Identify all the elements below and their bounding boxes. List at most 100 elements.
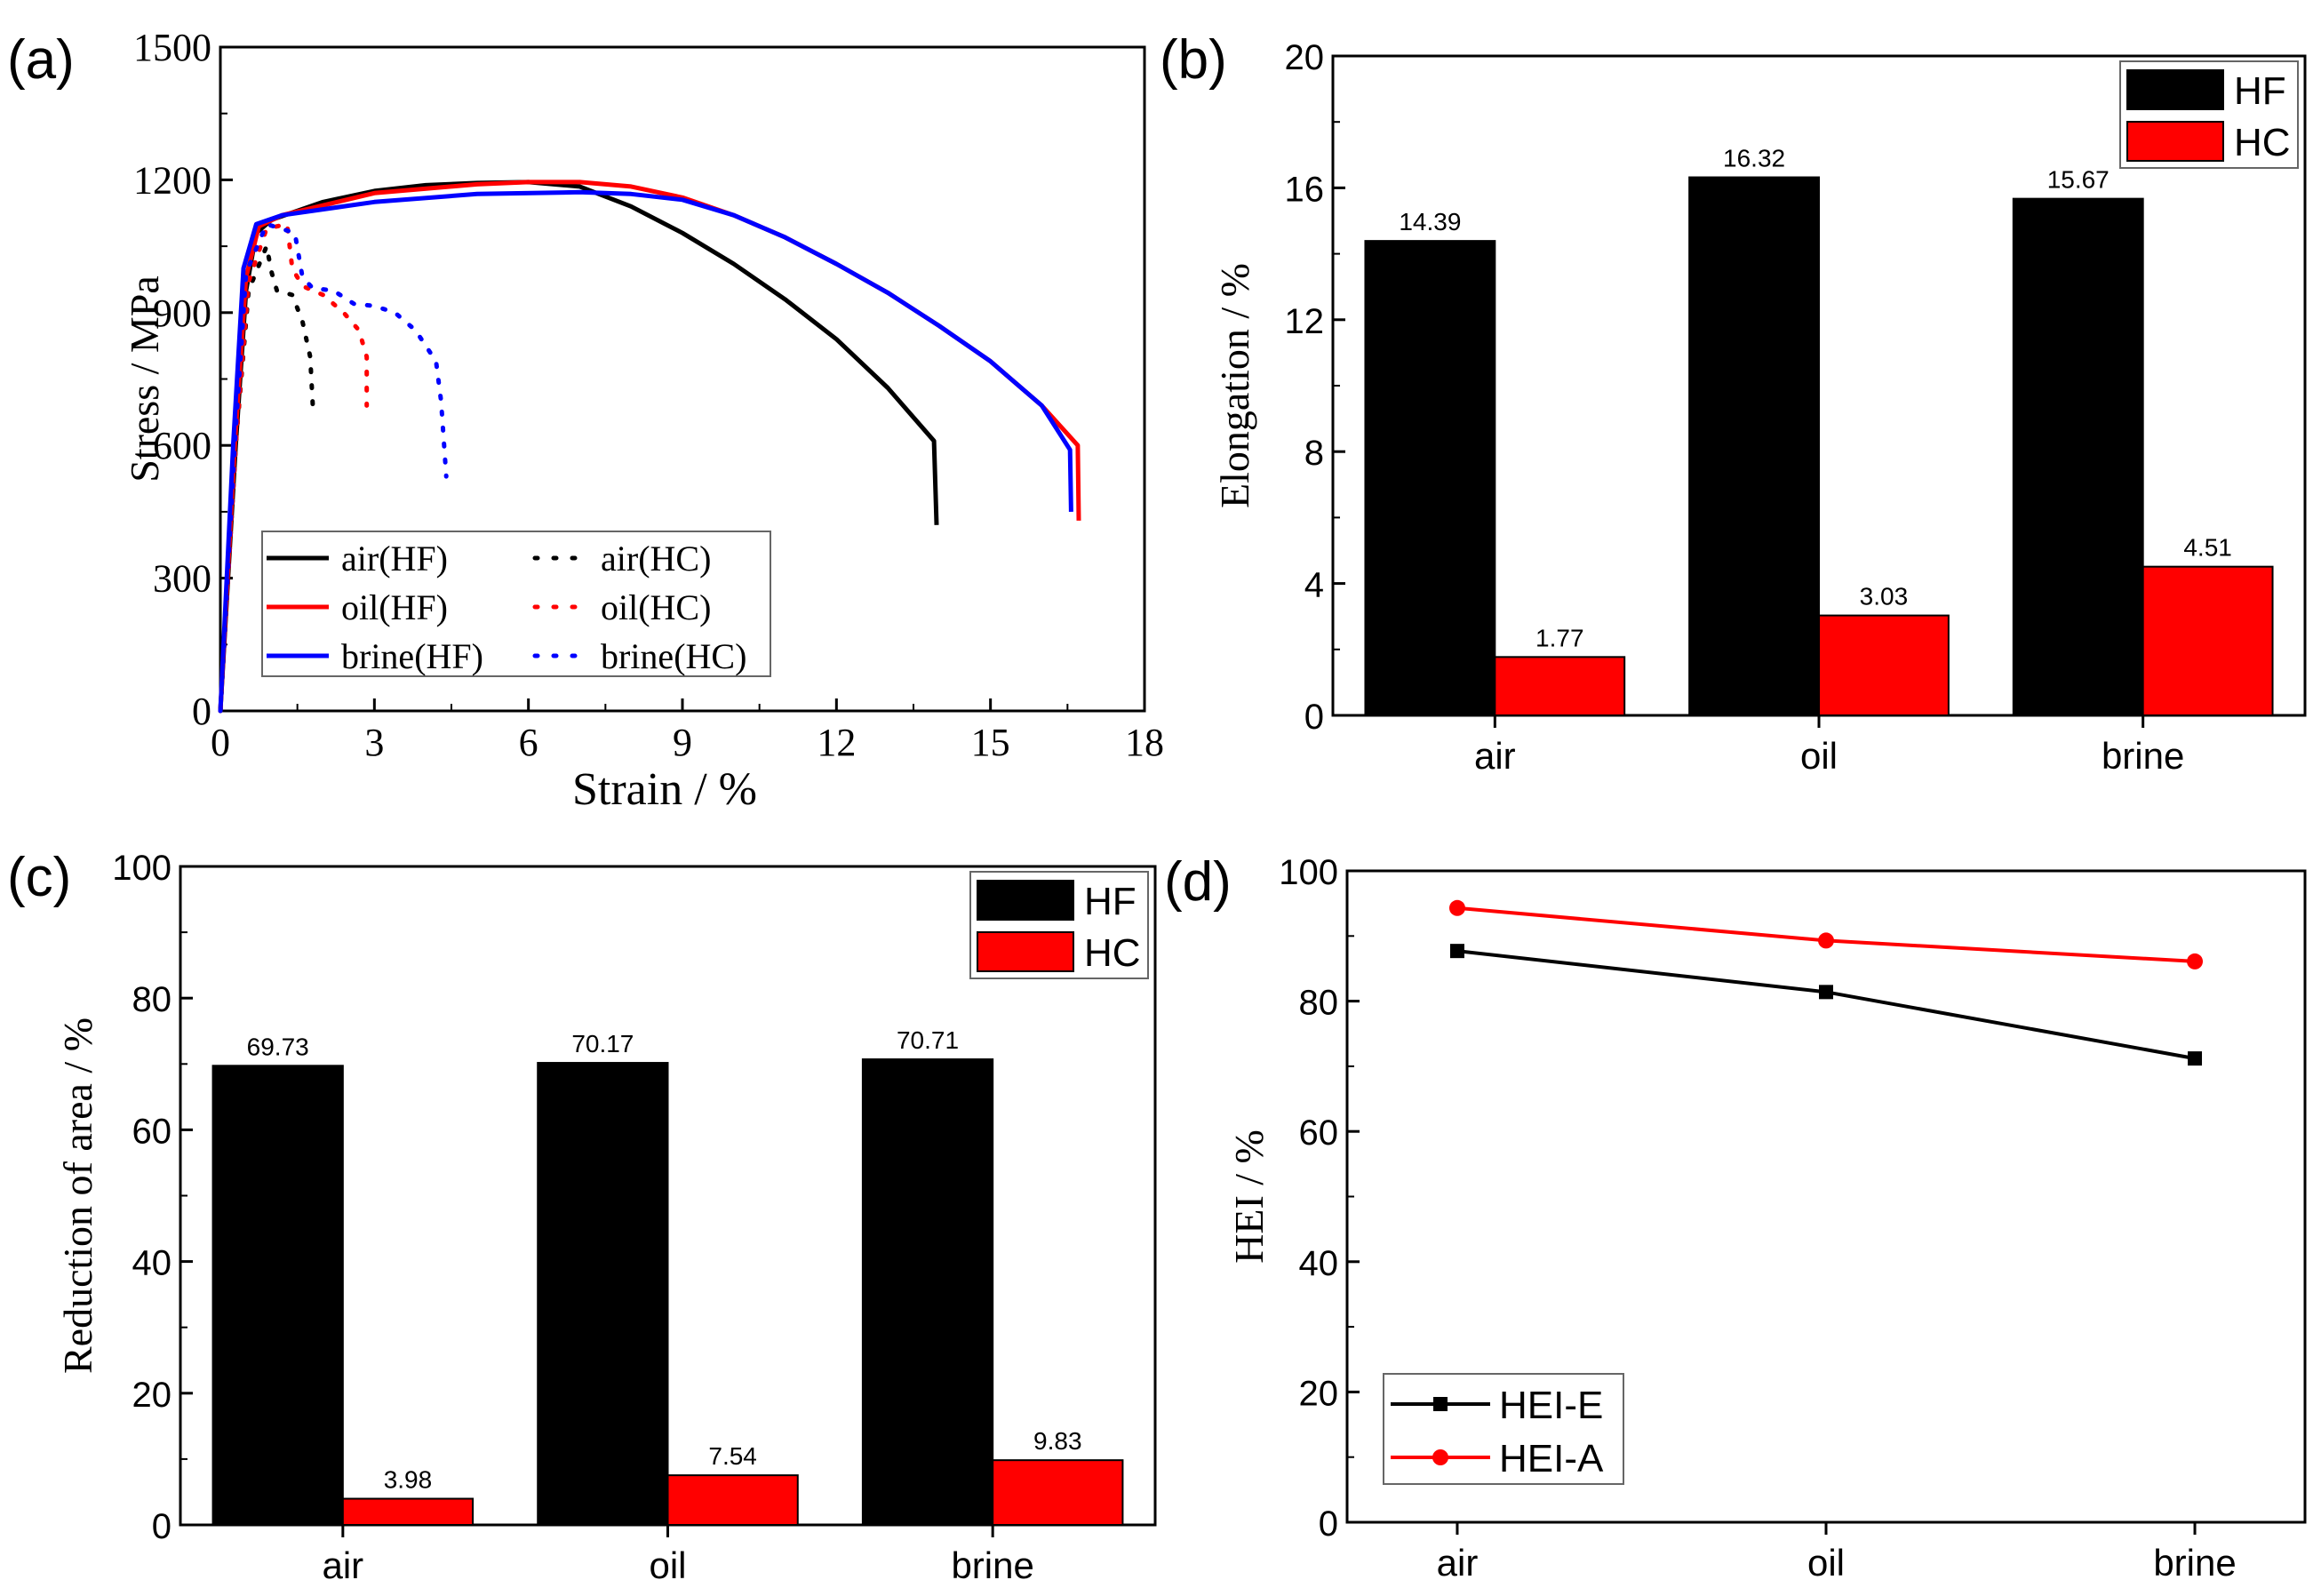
panel-label: (c) xyxy=(7,847,71,908)
x-category-label: brine xyxy=(951,1544,1033,1586)
panel-label: (d) xyxy=(1164,851,1232,913)
legend: HF HC xyxy=(2119,60,2299,169)
series-line-brine-HF xyxy=(218,189,1073,712)
y-tick-label: 1200 xyxy=(133,158,211,202)
bar-value-label: 15.67 xyxy=(2047,166,2110,194)
x-axis-label: Strain / % xyxy=(572,764,757,815)
y-tick-label: 16 xyxy=(1285,170,1325,209)
x-category-label: air xyxy=(1437,1542,1479,1584)
legend: HF HC xyxy=(969,871,1149,979)
legend-label: air(HC) xyxy=(601,539,711,579)
series-line-oil-HC xyxy=(218,221,370,714)
legend-label: HF xyxy=(1084,880,1137,923)
x-tick-label: 3 xyxy=(364,721,384,764)
legend-frame xyxy=(261,531,771,677)
y-tick-label: 20 xyxy=(132,1376,172,1415)
x-category-label: brine xyxy=(2102,735,2184,777)
y-tick-label: 60 xyxy=(132,1112,172,1151)
y-tick-label: 20 xyxy=(1299,1374,1339,1413)
marker-HEI-E-brine xyxy=(2188,1051,2203,1066)
bar-value-label: 4.51 xyxy=(2183,534,2232,562)
x-category-label: air xyxy=(1474,735,1516,777)
marker-HEI-E-air xyxy=(1449,944,1464,959)
bar-HF-brine xyxy=(2012,197,2144,716)
bar-HC-air xyxy=(341,1497,475,1526)
legend-label: HF xyxy=(2234,69,2286,113)
marker-HEI-A-brine xyxy=(2187,953,2204,970)
x-category-label: air xyxy=(322,1544,363,1586)
x-category-label: brine xyxy=(2153,1542,2236,1584)
y-tick-label: 300 xyxy=(153,557,211,601)
marker-HEI-A-oil xyxy=(1818,932,1834,949)
bar-value-label: 7.54 xyxy=(708,1442,757,1470)
series-line-HEI-E xyxy=(1456,949,2196,1061)
y-tick-label: 100 xyxy=(1279,853,1338,892)
series-line-brine-HC xyxy=(218,221,449,714)
legend-label: oil(HF) xyxy=(341,587,448,627)
legend-frame xyxy=(1383,1373,1624,1485)
panel-label: (a) xyxy=(7,29,75,91)
legend-label: brine(HC) xyxy=(601,636,746,676)
x-category-label: oil xyxy=(1800,735,1838,777)
bar-value-label: 9.83 xyxy=(1033,1427,1082,1455)
panel-b: (b) 0 4 8 12 16 20 Elongation / % air oil brine 14.… xyxy=(1160,29,2307,777)
y-axis-label: Stress / MPa xyxy=(122,275,167,483)
y-axis-label: Elongation / % xyxy=(1212,263,1257,508)
bar-HF-air xyxy=(1364,240,1496,717)
bar-HF-oil xyxy=(537,1062,669,1526)
legend-marker xyxy=(1432,1449,1448,1465)
x-tick-label: 15 xyxy=(971,721,1010,764)
bar-HC-air xyxy=(1494,656,1626,717)
y-tick-label: 40 xyxy=(132,1244,172,1283)
bar-HF-air xyxy=(211,1065,344,1526)
bar-HF-brine xyxy=(861,1058,994,1527)
legend: air(HF) oil(HF) brine(HF) air(HC) oil(HC) bri… xyxy=(261,531,771,677)
y-axis-label: HEI / % xyxy=(1226,1129,1272,1264)
bar-HC-brine xyxy=(2142,565,2274,717)
bar-value-label: 3.03 xyxy=(1860,583,1909,610)
bar-HC-brine xyxy=(992,1459,1124,1526)
y-axis-label: Reduction of area / % xyxy=(55,1017,100,1374)
y-tick-label: 100 xyxy=(112,849,171,888)
y-tick-label: 0 xyxy=(152,1507,171,1546)
panel-a: (a) 0 300 600 900 1200 1500 Stress / MPa 0 3 6 9 12 1… xyxy=(7,26,1164,815)
bar-value-label: 70.17 xyxy=(571,1030,634,1057)
legend-label: brine(HF) xyxy=(341,636,483,676)
y-tick-label: 40 xyxy=(1299,1244,1339,1283)
y-tick-label: 80 xyxy=(1299,984,1339,1023)
y-tick-label: 0 xyxy=(1304,698,1324,737)
y-tick-label: 60 xyxy=(1299,1113,1339,1153)
legend-swatch xyxy=(2126,121,2224,162)
x-category-label: oil xyxy=(649,1544,686,1586)
bar-value-label: 1.77 xyxy=(1535,624,1584,651)
y-tick-label: 20 xyxy=(1285,38,1325,77)
panel-label: (b) xyxy=(1160,29,1227,91)
bar-value-label: 69.73 xyxy=(247,1033,309,1060)
marker-HEI-A-air xyxy=(1448,899,1465,916)
legend-label: HC xyxy=(1084,931,1141,975)
marker-HEI-E-oil xyxy=(1819,985,1833,1000)
bar-value-label: 3.98 xyxy=(384,1466,433,1494)
x-tick-label: 9 xyxy=(673,721,692,764)
series-line-air-HC xyxy=(218,243,315,714)
y-tick-label: 600 xyxy=(153,424,211,467)
y-tick-label: 4 xyxy=(1304,566,1324,605)
y-tick-label: 8 xyxy=(1304,434,1324,473)
bar-HC-oil xyxy=(666,1474,799,1526)
bar-value-label: 70.71 xyxy=(897,1026,959,1054)
legend-label: air(HF) xyxy=(341,539,448,579)
y-tick-label: 1500 xyxy=(133,26,211,69)
bar-HF-oil xyxy=(1688,176,1820,716)
legend-label: HEI-A xyxy=(1499,1437,1604,1480)
y-tick-label: 900 xyxy=(153,291,211,335)
legend-label: HC xyxy=(2234,121,2291,164)
legend-swatch xyxy=(2126,69,2224,110)
x-category-label: oil xyxy=(1807,1542,1845,1584)
legend-swatch xyxy=(977,880,1074,921)
y-tick-label: 0 xyxy=(192,690,211,733)
legend-swatch xyxy=(977,931,1074,972)
y-tick-label: 0 xyxy=(1319,1504,1338,1544)
panel-c: (c) 0 20 40 60 80 100 Reduction of area / % air o… xyxy=(7,847,1157,1586)
x-tick-label: 6 xyxy=(519,721,538,764)
